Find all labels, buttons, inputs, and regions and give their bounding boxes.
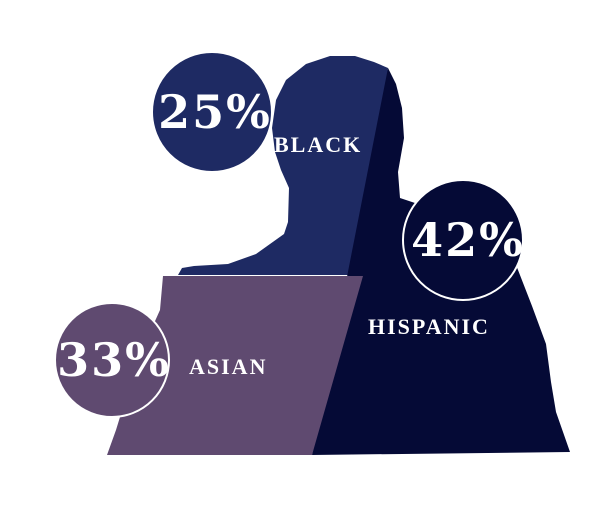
- data-label-asian: 33%: [57, 333, 171, 387]
- data-label-hispanic: 42%: [411, 213, 525, 267]
- slice-black-region: [178, 56, 388, 275]
- category-label-hispanic: HISPANIC: [368, 314, 490, 339]
- data-label-black: 25%: [158, 85, 272, 139]
- slice-asian-region: [107, 276, 363, 455]
- bubble-hispanic: [402, 179, 524, 301]
- bubble-black: [151, 51, 273, 173]
- bubble-asian: [54, 302, 170, 418]
- category-label-black: BLACK: [274, 132, 362, 157]
- category-label-asian: ASIAN: [189, 354, 267, 379]
